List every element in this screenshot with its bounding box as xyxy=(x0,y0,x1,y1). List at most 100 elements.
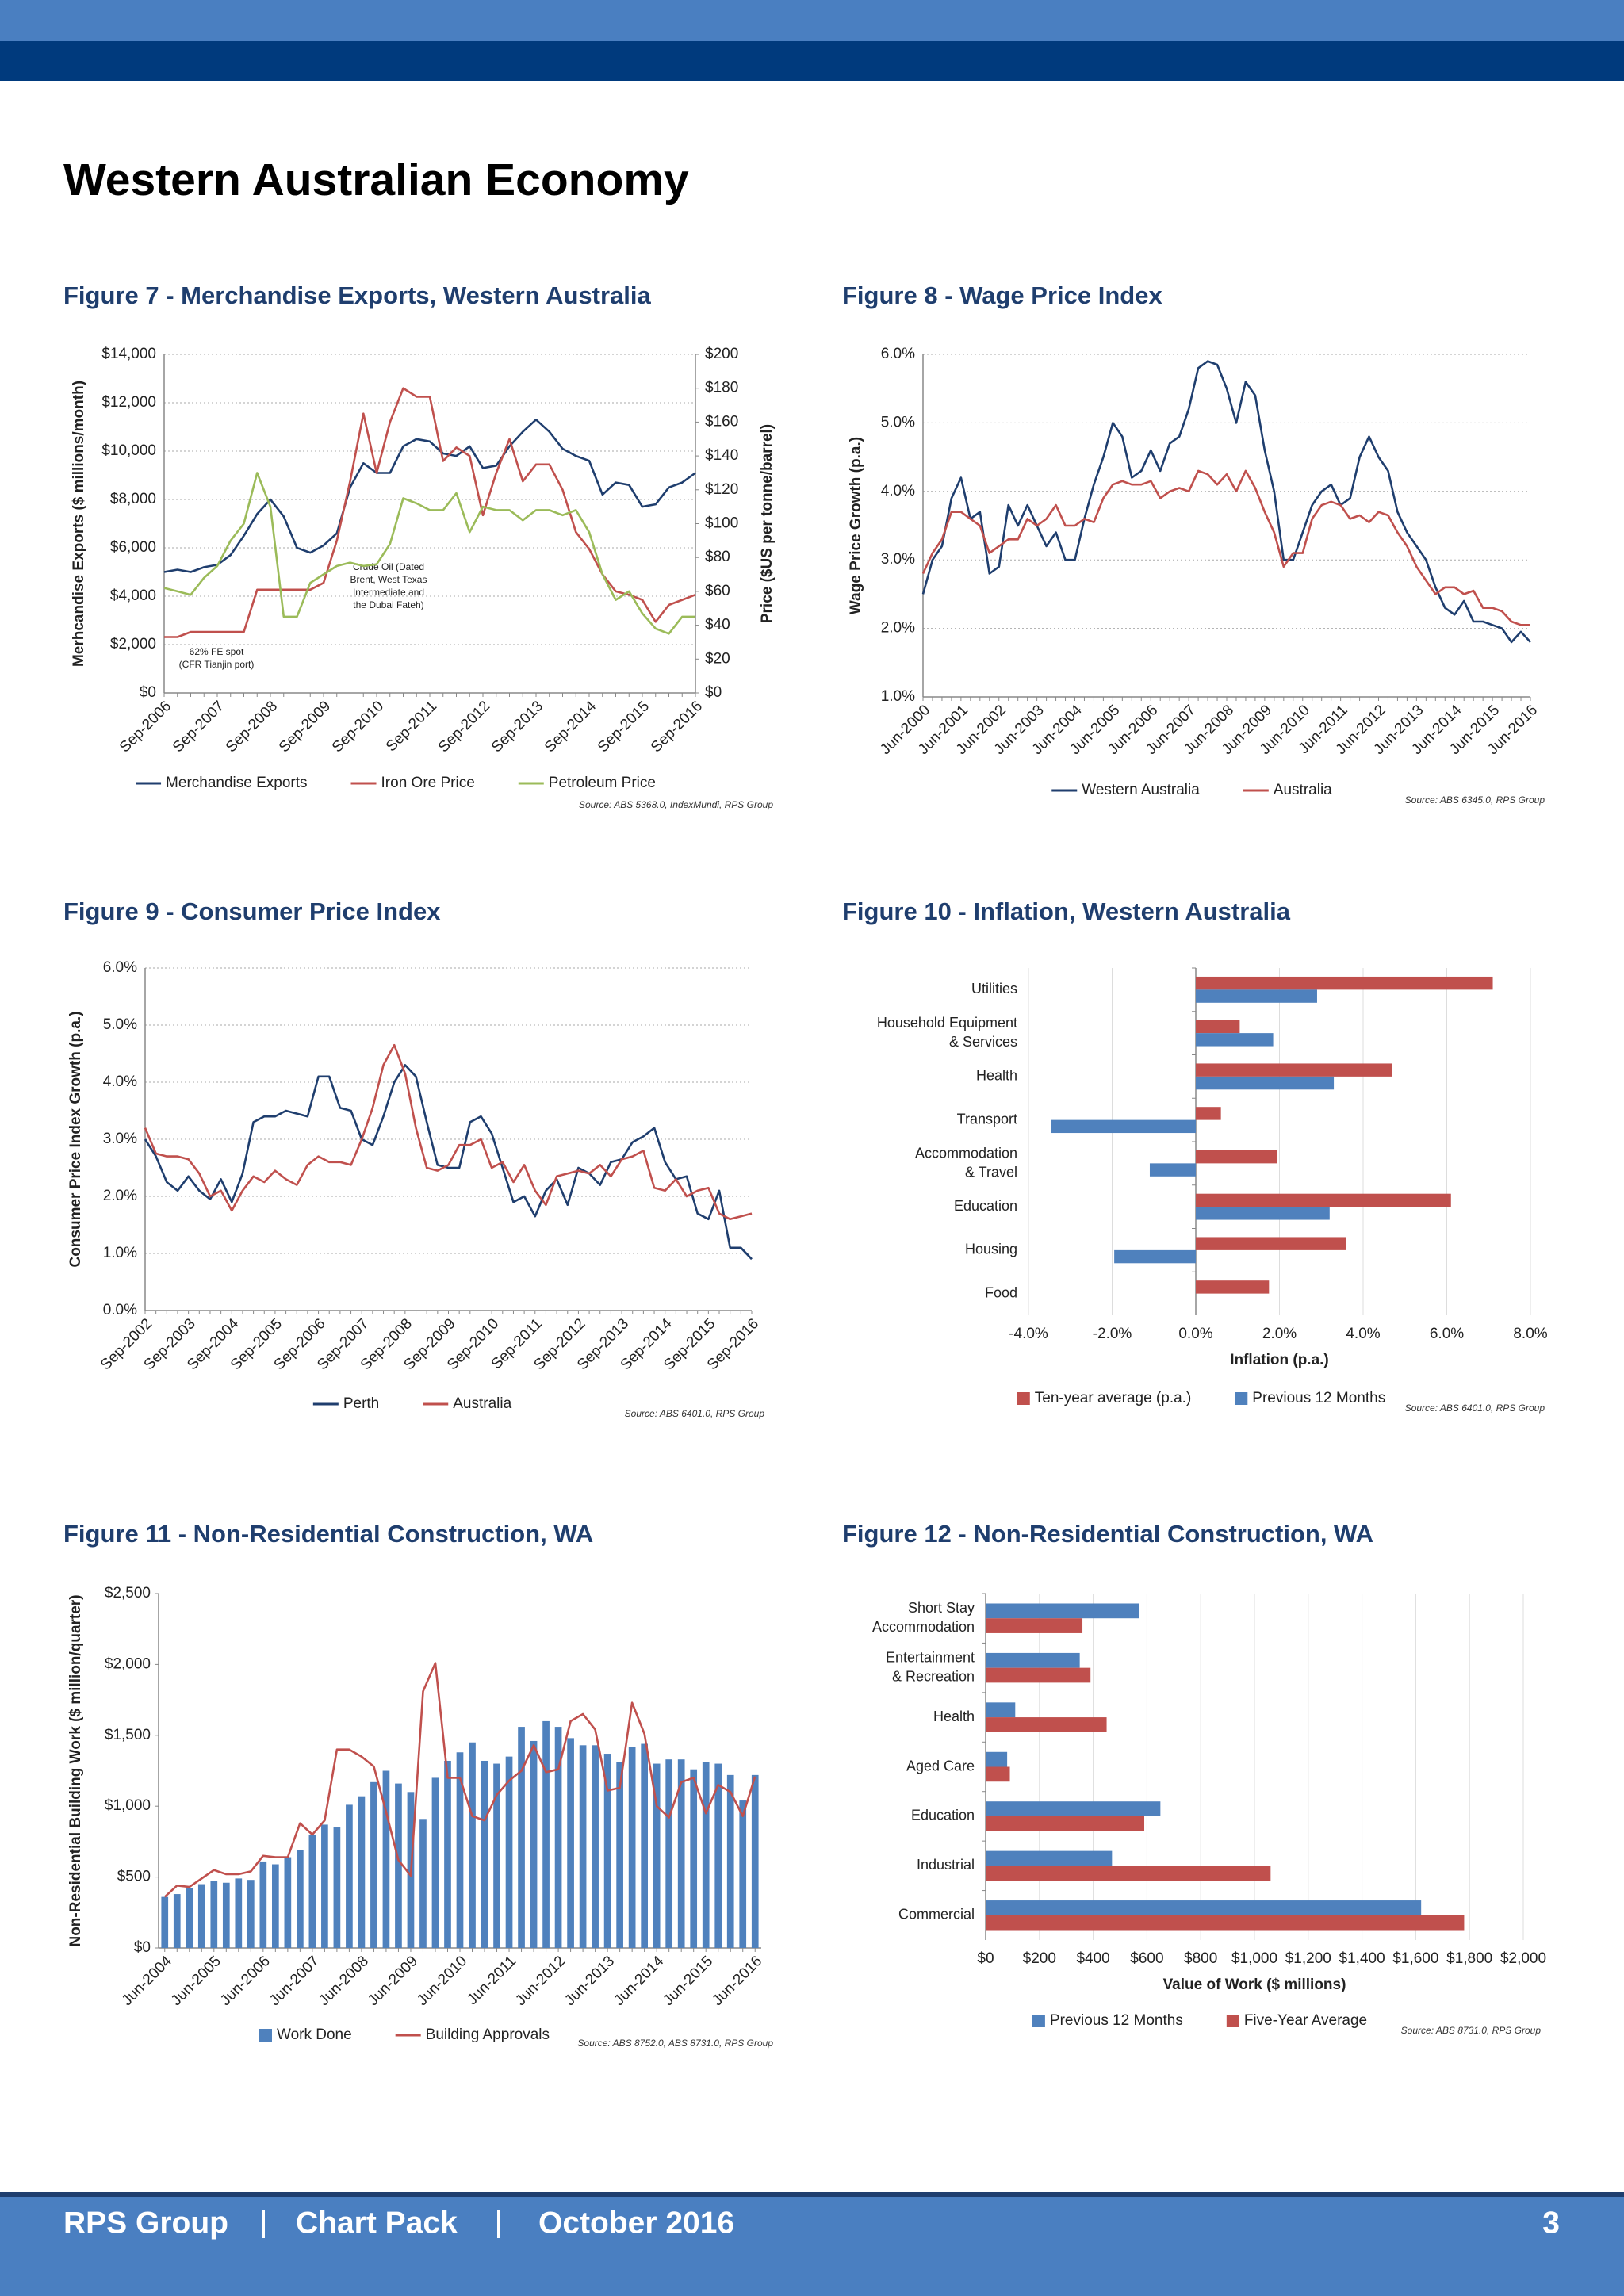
bar xyxy=(986,1652,1080,1668)
line-series xyxy=(163,472,695,635)
y-tick-label: 4.0% xyxy=(881,483,915,499)
x-axis-title: Inflation (p.a.) xyxy=(1230,1352,1329,1368)
legend-label: Building Approvals xyxy=(426,2026,550,2043)
line-series xyxy=(164,387,696,638)
category-label: Utilities xyxy=(971,981,1017,997)
legend-label: Ten-year average (p.a.) xyxy=(1035,1390,1192,1406)
bar xyxy=(1196,989,1317,1003)
y2-tick-label: $40 xyxy=(705,617,730,633)
bar xyxy=(297,1850,304,1948)
x-tick-label: Jun-2016 xyxy=(709,1953,765,2009)
bar xyxy=(726,1774,734,1948)
bar xyxy=(259,1861,267,1948)
bar xyxy=(469,1742,476,1948)
y-tick-label: $1,500 xyxy=(105,1727,151,1743)
x-axis-title: Value of Work ($ millions) xyxy=(1163,1976,1346,1993)
legend-label: Petroleum Price xyxy=(549,775,656,791)
bar xyxy=(1196,1020,1240,1034)
bar xyxy=(616,1762,623,1948)
bar xyxy=(1196,1150,1277,1164)
footer-band xyxy=(0,2192,1624,2296)
x-tick-label: -2.0% xyxy=(1093,1326,1132,1342)
legend-label: Previous 12 Months xyxy=(1252,1390,1385,1406)
x-tick-label: Sep-2007 xyxy=(170,698,228,756)
category-label: Commercial xyxy=(898,1907,975,1923)
source-note: Source: ABS 6345.0, RPS Group xyxy=(1405,794,1545,806)
bar xyxy=(308,1834,316,1948)
x-tick-label: Jun-2011 xyxy=(464,1953,519,2008)
y-axis-title: Wage Price Growth (p.a.) xyxy=(848,437,864,614)
x-tick-label: $0 xyxy=(977,1950,994,1967)
x-tick-label: 4.0% xyxy=(1346,1326,1380,1342)
bar xyxy=(1196,1193,1451,1207)
y-tick-label: $500 xyxy=(117,1869,151,1885)
y-tick-label: 5.0% xyxy=(881,414,915,430)
y-tick-label: 6.0% xyxy=(103,959,137,976)
bar xyxy=(1196,1063,1392,1077)
bar xyxy=(1196,976,1493,990)
x-tick-label: Jun-2010 xyxy=(414,1953,470,2009)
figure-title: Figure 9 - Consumer Price Index xyxy=(63,897,441,925)
x-tick-label: $1,200 xyxy=(1285,1950,1331,1967)
bar xyxy=(395,1783,402,1948)
bar xyxy=(518,1727,525,1948)
x-tick-label: Sep-2011 xyxy=(383,698,440,755)
x-tick-label: 8.0% xyxy=(1513,1326,1547,1342)
x-tick-label: Sep-2006 xyxy=(117,698,174,756)
bar xyxy=(530,1740,538,1948)
legend-swatch xyxy=(1235,1392,1248,1405)
bar xyxy=(210,1881,218,1948)
x-tick-label: Sep-2009 xyxy=(276,698,334,756)
y-tick-label: $2,000 xyxy=(110,636,156,652)
x-tick-label: $800 xyxy=(1184,1950,1217,1967)
bar xyxy=(986,1603,1139,1619)
legend-label: Perth xyxy=(343,1395,379,1412)
y-tick-label: 2.0% xyxy=(103,1188,137,1204)
bar xyxy=(1196,1237,1346,1250)
x-tick-label: Jun-2012 xyxy=(512,1953,569,2009)
category-label: Health xyxy=(933,1709,975,1724)
bar xyxy=(235,1878,243,1948)
x-tick-label: 2.0% xyxy=(1262,1326,1297,1342)
bar xyxy=(1196,1207,1330,1220)
x-tick-label: Sep-2015 xyxy=(595,698,653,756)
y-tick-label: $4,000 xyxy=(110,587,156,604)
legend-swatch xyxy=(259,2029,272,2042)
figure-title: Figure 12 - Non-Residential Construction… xyxy=(842,1520,1373,1548)
legend-label: Work Done xyxy=(277,2026,352,2043)
bar xyxy=(603,1754,611,1948)
bar xyxy=(456,1752,464,1948)
y-tick-label: 3.0% xyxy=(103,1131,137,1147)
bar xyxy=(431,1777,439,1948)
y-tick-label: 1.0% xyxy=(881,688,915,705)
bar xyxy=(986,1751,1008,1767)
bar xyxy=(986,1618,1083,1633)
footer-rule xyxy=(0,2192,1624,2197)
x-tick-label: Jun-2004 xyxy=(119,1953,175,2009)
y-tick-label: $10,000 xyxy=(102,442,156,459)
source-note: Source: ABS 8752.0, ABS 8731.0, RPS Grou… xyxy=(577,2038,773,2049)
x-tick-label: Sep-2008 xyxy=(223,698,281,756)
y-tick-label: 3.0% xyxy=(881,551,915,568)
y-tick-label: 1.0% xyxy=(103,1245,137,1261)
bar xyxy=(161,1896,169,1948)
footer-text: RPS Group xyxy=(63,2206,228,2240)
bar xyxy=(284,1857,292,1948)
bar xyxy=(1196,1280,1270,1294)
y2-tick-label: $100 xyxy=(705,515,738,532)
line-series xyxy=(163,1662,756,1898)
x-tick-label: Jun-2009 xyxy=(365,1953,421,2009)
y2-tick-label: $20 xyxy=(705,650,730,667)
y-axis-title: Consumer Price Index Growth (p.a.) xyxy=(67,1011,84,1267)
y-tick-label: 4.0% xyxy=(103,1073,137,1090)
legend-label: Australia xyxy=(453,1395,511,1412)
footer-separator xyxy=(262,2210,265,2238)
y-tick-label: $12,000 xyxy=(102,394,156,411)
line-series xyxy=(163,419,696,573)
bar xyxy=(346,1804,353,1948)
x-tick-label: 6.0% xyxy=(1430,1326,1464,1342)
page-title: Western Australian Economy xyxy=(63,155,689,205)
bar xyxy=(272,1864,279,1948)
